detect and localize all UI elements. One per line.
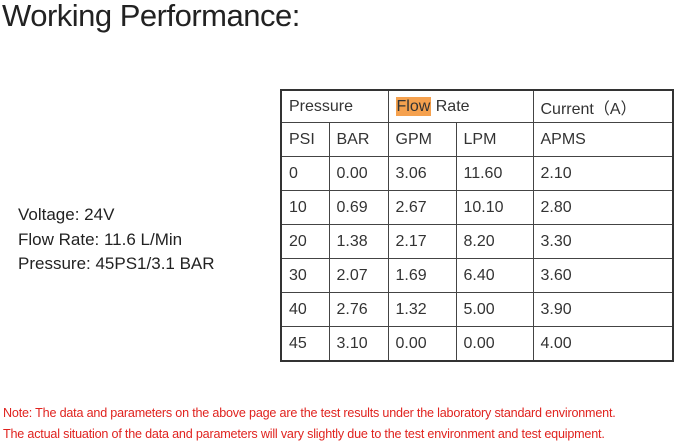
performance-table: Pressure Flow Rate Current（A） PSI BAR GPM L… — [280, 89, 674, 362]
table-cell: 2.17 — [387, 224, 457, 259]
table-cell: 3.60 — [532, 258, 674, 293]
column-header: APMS — [532, 122, 674, 157]
table-cell: 0 — [280, 156, 330, 191]
notes: Note: The data and parameters on the abo… — [3, 403, 616, 445]
header-word: Rate — [435, 97, 470, 115]
table-cell: 3.10 — [328, 326, 389, 362]
note: The actual situation of the data and par… — [3, 427, 605, 441]
table-cell: 11.60 — [455, 156, 534, 191]
table-row: 30 2.07 1.69 6.40 3.60 — [280, 258, 674, 293]
group-header: Flow Rate — [387, 89, 534, 123]
table-cell: 10 — [280, 190, 330, 225]
table-cell: 1.32 — [387, 292, 457, 327]
table-row: 0 0.00 3.06 11.60 2.10 — [280, 156, 674, 191]
group-header: Current（A） — [532, 89, 674, 123]
column-header: LPM — [455, 122, 534, 157]
table-body: Pressure Flow Rate Current（A） PSI BAR GPM L… — [280, 89, 674, 362]
table-cell: 0.69 — [328, 190, 389, 225]
table-cell: 8.20 — [455, 224, 534, 259]
spec: Flow Rate: 11.6 L/Min — [18, 229, 183, 249]
group-header-row: Pressure Flow Rate Current（A） — [280, 89, 674, 123]
table-row: 40 2.76 1.32 5.00 3.90 — [280, 292, 674, 327]
table-cell: 0.00 — [387, 326, 457, 362]
table-cell: 20 — [280, 224, 330, 259]
table-cell: 2.10 — [532, 156, 674, 191]
spec: Pressure: 45PS1/3.1 BAR — [18, 254, 215, 273]
table-cell: 5.00 — [455, 292, 534, 327]
table-cell: 0.00 — [455, 326, 534, 362]
table-cell: 2.07 — [328, 258, 389, 293]
table-cell: 3.90 — [532, 292, 674, 327]
table-cell: 2.80 — [532, 190, 674, 225]
page-title: Working Performance: — [2, 0, 300, 33]
table-cell: 1.38 — [328, 224, 389, 259]
column-header: PSI — [280, 122, 330, 157]
table-cell: 10.10 — [455, 190, 534, 225]
specs: Voltage: 24V Flow Rate: 11.6 L/Min Press… — [18, 203, 215, 277]
table-cell: 0.00 — [328, 156, 389, 191]
group-header: Pressure — [280, 89, 389, 123]
table-row: 20 1.38 2.17 8.20 3.30 — [280, 224, 674, 259]
table-cell: 45 — [280, 326, 330, 362]
table-cell: 2.76 — [328, 292, 389, 327]
note: Note: The data and parameters on the abo… — [3, 406, 616, 420]
table-cell: 4.00 — [532, 326, 674, 362]
column-header: BAR — [328, 122, 389, 157]
table-row: 10 0.69 2.67 10.10 2.80 — [280, 190, 674, 225]
column-header-row: PSI BAR GPM LPM APMS — [280, 122, 674, 157]
table-cell: 3.30 — [532, 224, 674, 259]
highlighted-word: Flow — [395, 96, 432, 116]
table-cell: 40 — [280, 292, 330, 327]
spec: Voltage: 24V — [18, 205, 115, 224]
table-cell: 1.69 — [387, 258, 457, 293]
column-header: GPM — [387, 122, 457, 157]
table-row: 45 3.10 0.00 0.00 4.00 — [280, 326, 674, 362]
table-cell: 3.06 — [387, 156, 457, 191]
table-cell: 6.40 — [455, 258, 534, 293]
table-cell: 30 — [280, 258, 330, 293]
table-cell: 2.67 — [387, 190, 457, 225]
